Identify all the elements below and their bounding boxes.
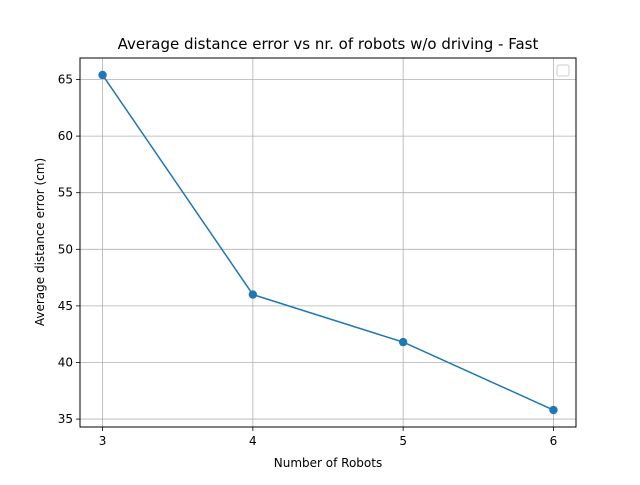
y-tick-label: 40 xyxy=(58,355,73,369)
y-tick-label: 45 xyxy=(58,299,73,313)
data-point xyxy=(98,70,107,80)
plot-frame xyxy=(79,57,577,428)
x-tick-label: 3 xyxy=(99,434,107,448)
x-tick-label: 4 xyxy=(249,434,257,448)
y-tick-label: 35 xyxy=(58,412,73,426)
y-tick-label: 60 xyxy=(58,129,73,143)
legend-box xyxy=(556,64,570,77)
x-tick-label: 5 xyxy=(399,434,407,448)
series-layer xyxy=(98,70,558,415)
data-point xyxy=(398,337,408,347)
y-tick-label: 50 xyxy=(58,242,73,256)
chart-title: Average distance error vs nr. of robots … xyxy=(118,35,539,53)
y-tick-label: 55 xyxy=(58,186,73,200)
grid xyxy=(80,58,576,427)
x-tick-label: 6 xyxy=(550,434,558,448)
series-line xyxy=(101,74,554,411)
y-tick-label: 65 xyxy=(58,73,73,87)
data-point xyxy=(248,290,258,299)
data-point xyxy=(549,405,558,415)
y-axis-label: Average distance error (cm) xyxy=(33,158,47,326)
x-axis-label: Number of Robots xyxy=(274,456,382,470)
